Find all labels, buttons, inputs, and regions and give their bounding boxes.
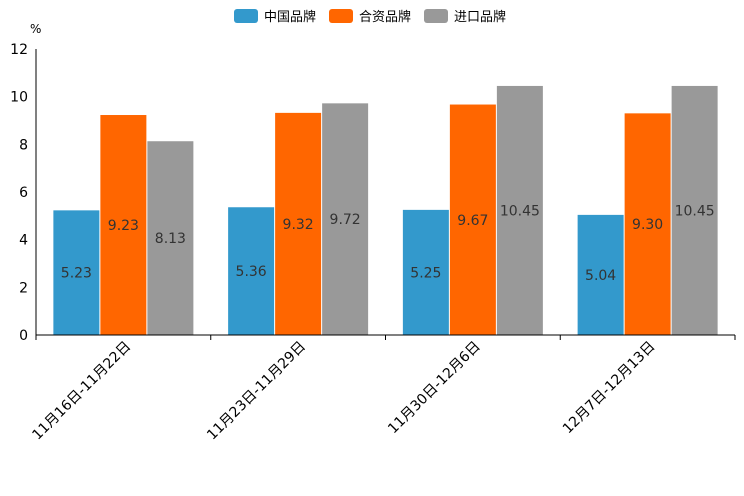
legend-swatch [329,9,353,23]
bar-data-label: 10.45 [675,203,715,219]
x-category-label: 12月7日-12月13日 [560,339,659,438]
bar-data-label: 9.32 [283,217,314,233]
y-tick-label: 2 [19,280,28,296]
bar [322,103,369,335]
bar [671,85,718,335]
y-tick-label: 0 [19,328,28,344]
bar [449,104,496,335]
bar-data-label: 5.25 [410,265,441,281]
y-tick-label: 8 [19,137,28,153]
bar [577,214,624,335]
x-category-label: 11月30日-12月6日 [385,339,484,438]
bar-data-label: 5.36 [236,264,267,280]
bar [496,85,543,335]
bar-data-label: 9.30 [632,217,663,233]
bar [100,115,147,335]
bar [53,210,100,335]
bar-data-label: 9.67 [457,213,488,229]
bar [624,113,671,335]
bar-data-label: 8.13 [155,231,186,247]
x-category-label: 11月16日-11月22日 [29,339,134,444]
y-tick-label: 4 [19,233,28,249]
y-tick-label: 6 [19,185,28,201]
legend: 中国品牌 合资品牌 进口品牌 [234,9,506,25]
bar-data-label: 5.04 [585,268,616,284]
x-axis: 11月16日-11月22日 11月23日-11月29日 11月30日-12月6日 12… [29,334,736,444]
x-category-label: 11月23日-11月29日 [204,339,309,444]
bar [147,141,194,335]
bar [275,112,322,335]
bar-data-label: 9.23 [108,218,139,234]
bar-data-label: 10.45 [500,203,540,219]
y-axis-unit: % [30,22,41,36]
bar [228,207,275,335]
y-axis: 0 2 4 6 8 10 12 [10,42,37,344]
legend-swatch [234,9,258,23]
legend-label: 合资品牌 [359,9,411,25]
legend-swatch [424,9,448,23]
legend-label: 中国品牌 [264,9,316,25]
bars: 5.23 9.23 8.13 5.36 9.32 9.72 5.25 9.67 10.45 5.0… [53,85,718,335]
legend-label: 进口品牌 [454,9,506,25]
bar-data-label: 9.72 [330,212,361,228]
y-tick-label: 10 [10,90,28,106]
bar [402,209,449,335]
bar-data-label: 5.23 [61,266,92,282]
y-tick-label: 12 [10,42,28,58]
